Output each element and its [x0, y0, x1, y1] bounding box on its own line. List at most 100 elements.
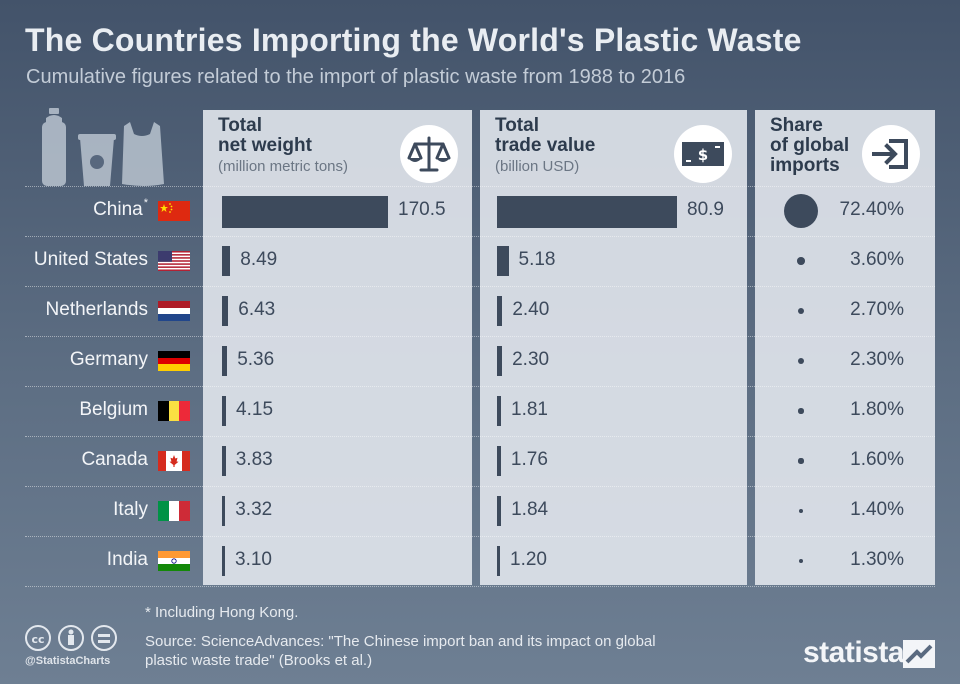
net-weight-bar	[222, 496, 226, 526]
country-name: Italy	[113, 499, 148, 520]
row-divider	[25, 386, 935, 387]
trade-value-label: 2.40	[512, 299, 550, 320]
net-weight-bar	[222, 196, 388, 228]
country-label: United States	[0, 249, 148, 271]
share-dot	[798, 508, 804, 514]
trade-value-header: Total trade value	[495, 115, 596, 156]
net-weight-bar	[222, 446, 226, 476]
net-weight-label: 6.43	[238, 299, 276, 320]
country-name: India	[106, 549, 148, 570]
trade-value-bar	[497, 196, 677, 228]
trade-value-label: 1.76	[510, 449, 548, 470]
share-label: 1.40%	[850, 499, 904, 520]
country-name: China	[93, 199, 143, 220]
share-dot	[798, 458, 804, 464]
country-label: Germany	[0, 349, 148, 371]
germany-flag-icon	[158, 351, 190, 371]
trade-value-label: 1.20	[510, 549, 547, 570]
twitter-handle[interactable]: @StatistaCharts	[25, 655, 111, 667]
country-name: Belgium	[79, 399, 148, 420]
net-weight-label: 3.32	[235, 499, 273, 520]
svg-text:cc: cc	[31, 633, 44, 646]
statista-mark-icon	[903, 640, 935, 668]
net-weight-bar	[222, 346, 228, 376]
country-label: India	[0, 549, 148, 571]
net-weight-label: 4.15	[236, 399, 274, 420]
share-label: 2.70%	[850, 299, 904, 320]
italy-flag-icon	[158, 501, 190, 521]
share-label: 1.60%	[850, 449, 904, 470]
creative-commons-icon: cc	[25, 625, 117, 651]
net-weight-panel: Total net weight (million metric tons)	[203, 110, 472, 585]
banknote-icon: $	[674, 125, 732, 183]
net-weight-unit: (million metric tons)	[218, 158, 349, 175]
country-name: United States	[33, 249, 148, 270]
share-label: 1.80%	[850, 399, 904, 420]
trade-value-label: 5.18	[518, 249, 556, 270]
trade-value-bar	[497, 546, 500, 576]
share-panel: Share of global imports	[755, 110, 935, 585]
chart-subtitle: Cumulative figures related to the import…	[26, 66, 686, 88]
row-divider	[25, 186, 935, 187]
share-label: 72.40%	[839, 199, 904, 220]
net-weight-bar	[222, 296, 229, 326]
belgium-flag-icon	[158, 401, 190, 421]
country-name: Netherlands	[45, 299, 148, 320]
share-dot	[797, 257, 805, 265]
share-dot	[797, 357, 805, 365]
footnote-marker: *	[143, 197, 148, 209]
trade-value-label: 1.81	[511, 399, 548, 420]
row-divider	[25, 486, 935, 487]
trade-value-bar	[497, 246, 509, 276]
country-label: China*	[0, 197, 148, 221]
row-divider	[25, 586, 935, 587]
chart-title: The Countries Importing the World's Plas…	[25, 22, 802, 58]
share-dot	[798, 558, 804, 564]
china-flag-icon	[158, 201, 190, 221]
net-weight-label: 3.10	[235, 549, 272, 570]
trade-value-bar	[497, 396, 502, 426]
country-name: Canada	[81, 449, 148, 470]
trade-value-panel: Total trade value (billion USD) $	[480, 110, 747, 585]
share-dot	[784, 194, 818, 228]
usa-flag-icon	[158, 251, 190, 271]
country-label: Italy	[0, 499, 148, 521]
netherlands-flag-icon	[158, 301, 190, 321]
net-weight-label: 170.5	[398, 199, 446, 220]
share-label: 3.60%	[850, 249, 904, 270]
net-weight-label: 8.49	[240, 249, 278, 270]
row-divider	[25, 536, 935, 537]
footnote: * Including Hong Kong.	[145, 604, 299, 621]
scale-icon	[400, 125, 458, 183]
plastic-waste-icon	[42, 108, 164, 186]
trade-value-bar	[497, 446, 501, 476]
share-label: 1.30%	[850, 549, 904, 570]
trade-value-bar	[497, 496, 502, 526]
trade-value-label: 1.84	[511, 499, 549, 520]
net-weight-bar	[222, 246, 231, 276]
net-weight-label: 3.83	[235, 449, 273, 470]
country-label: Canada	[0, 449, 148, 471]
trade-value-label: 80.9	[687, 199, 724, 220]
share-label: 2.30%	[850, 349, 904, 370]
row-divider	[25, 286, 935, 287]
share-dot	[797, 307, 805, 315]
trade-value-label: 2.30	[512, 349, 550, 370]
row-divider	[25, 436, 935, 437]
statista-logo: statista	[803, 636, 905, 669]
net-weight-label: 5.36	[237, 349, 275, 370]
row-divider	[25, 236, 935, 237]
net-weight-header: Total net weight	[218, 115, 312, 156]
svg-text:$: $	[698, 146, 708, 164]
net-weight-bar	[222, 396, 227, 426]
country-label: Netherlands	[0, 299, 148, 321]
country-label: Belgium	[0, 399, 148, 421]
trade-value-unit: (billion USD)	[495, 158, 580, 175]
share-dot	[798, 408, 804, 414]
trade-value-bar	[497, 296, 503, 326]
row-divider	[25, 336, 935, 337]
source-note: Source: ScienceAdvances: "The Chinese im…	[145, 633, 656, 669]
trade-value-bar	[497, 346, 503, 376]
import-icon	[862, 125, 920, 183]
share-header: Share of global imports	[770, 115, 850, 176]
